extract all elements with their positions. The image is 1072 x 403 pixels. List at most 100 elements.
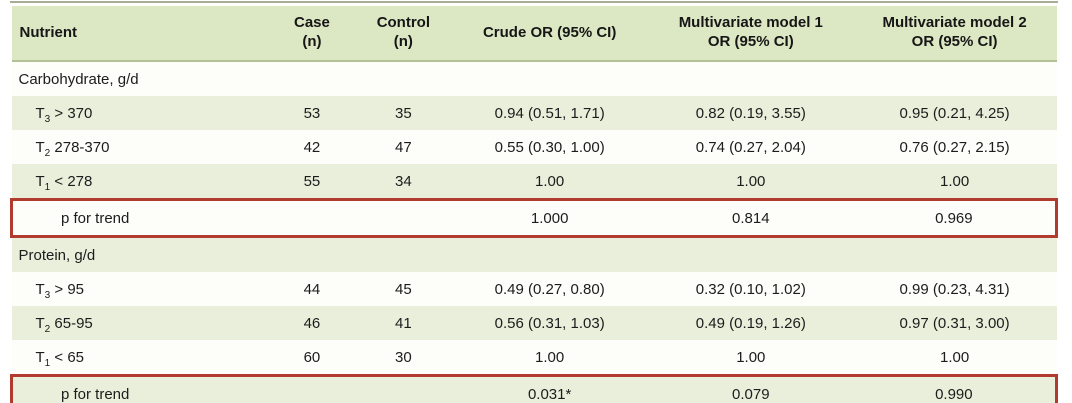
nutrient-label-subscript: 1 [44,181,51,193]
table-top-rule [10,1,1058,3]
nutrient-cell: p for trend [9,374,268,403]
control-n-cell: 30 [356,340,451,376]
nutrient-label-main: p for trend [61,209,130,227]
nutrient-label-rest: > 95 [50,280,85,298]
nutrient-label-rest: > 370 [50,104,93,122]
table-row: T2 65-95 46 41 0.56 (0.31, 1.03) 0.49 (0… [11,306,1057,340]
odds-ratio-table: Nutrient Case (n) Control (n) Crude OR (… [9,6,1058,403]
col-header-control: Control (n) [356,6,451,62]
table-row: p for trend 1.000 0.814 0.969 [9,198,1058,238]
nutrient-label-main: Protein, g/d [18,246,96,264]
nutrient-cell: T2 65-95 [11,306,268,340]
model1-or-cell: 0.74 (0.27, 2.04) [648,130,853,164]
col-header-nutrient-label: Nutrient [19,23,78,41]
crude-or-cell: 1.00 [450,164,649,200]
model1-or-cell [648,236,853,272]
nutrient-label-main: T [35,348,45,366]
crude-or-cell [450,236,649,272]
case-n-cell [267,236,357,272]
nutrient-cell: T3 > 95 [11,272,268,306]
nutrient-cell: T2 278-370 [11,130,268,164]
nutrient-label-main: T [35,280,45,298]
case-n-cell: 42 [267,130,357,164]
nutrient-cell: T1 < 65 [11,340,268,376]
col-header-case-line1: Case [293,14,330,32]
nutrient-label-main: T [35,104,45,122]
crude-or-cell: 0.031* [450,374,649,403]
model1-or-cell [648,61,853,96]
crude-or-cell [450,61,649,96]
nutrient-label-subscript: 2 [44,323,51,335]
table-row: T2 278-370 42 47 0.55 (0.30, 1.00) 0.74 … [11,130,1057,164]
col-header-case: Case (n) [267,6,357,62]
crude-or-cell: 0.55 (0.30, 1.00) [450,130,649,164]
table-row: T3 > 95 44 45 0.49 (0.27, 0.80) 0.32 (0.… [11,272,1057,306]
control-n-cell [356,61,451,96]
nutrient-label-main: T [35,138,45,156]
table-row: T1 < 278 55 34 1.00 1.00 1.00 [11,164,1057,200]
model2-or-cell: 0.95 (0.21, 4.25) [852,96,1057,130]
model2-or-cell: 1.00 [852,164,1057,200]
col-header-crude-or: Crude OR (95% CI) [450,6,649,62]
nutrient-cell: Carbohydrate, g/d [11,61,268,96]
model2-or-cell [852,61,1057,96]
model1-or-cell: 0.814 [648,198,853,238]
crude-or-cell: 1.000 [450,198,649,238]
model1-or-cell: 0.32 (0.10, 1.02) [648,272,853,306]
crude-or-cell: 1.00 [450,340,649,376]
nutrient-label-subscript: 3 [44,113,51,125]
crude-or-cell: 0.49 (0.27, 0.80) [450,272,649,306]
control-n-cell: 34 [356,164,451,200]
model2-or-cell: 0.97 (0.31, 3.00) [852,306,1057,340]
control-n-cell: 45 [356,272,451,306]
case-n-cell [267,198,357,238]
nutrient-label-rest: 65-95 [50,314,93,332]
col-header-model2-line2: OR (95% CI) [911,33,998,50]
table-row: T1 < 65 60 30 1.00 1.00 1.00 [11,340,1057,376]
col-header-model1-line2: OR (95% CI) [707,33,794,50]
case-n-cell: 46 [267,306,357,340]
control-n-cell [356,236,451,272]
nutrient-label-main: T [35,172,45,190]
col-header-model2-line1: Multivariate model 2 [882,14,1027,32]
nutrient-cell: T1 < 278 [11,164,268,200]
nutrient-label-subscript: 3 [44,289,51,301]
nutrient-label-rest: < 278 [50,172,93,190]
crude-or-cell: 0.94 (0.51, 1.71) [450,96,649,130]
control-n-cell: 35 [356,96,451,130]
case-n-cell: 60 [267,340,357,376]
model1-or-cell: 0.82 (0.19, 3.55) [648,96,853,130]
nutrient-label-main: T [35,314,45,332]
nutrient-cell: T3 > 370 [11,96,268,130]
col-header-control-line2: (n) [393,33,413,50]
model1-or-cell: 0.079 [648,374,853,403]
table-row: p for trend 0.031* 0.079 0.990 [9,374,1058,403]
control-n-cell: 41 [356,306,451,340]
control-n-cell: 47 [356,130,451,164]
model2-or-cell: 0.76 (0.27, 2.15) [852,130,1057,164]
col-header-model2: Multivariate model 2 OR (95% CI) [852,6,1057,62]
col-header-control-line1: Control [376,14,431,32]
col-header-case-line2: (n) [302,33,322,50]
header-row: Nutrient Case (n) Control (n) Crude OR (… [11,6,1057,62]
crude-or-cell: 0.56 (0.31, 1.03) [450,306,649,340]
case-n-cell: 55 [267,164,357,200]
nutrient-label-subscript: 1 [44,357,51,369]
case-n-cell: 44 [267,272,357,306]
table-body: Carbohydrate, g/d T3 > 370 53 35 0.94 (0… [9,61,1058,403]
nutrient-cell: p for trend [9,198,268,238]
nutrient-label-subscript: 2 [44,147,51,159]
table-row: Protein, g/d [11,236,1057,272]
nutrient-label-main: Carbohydrate, g/d [18,70,139,88]
table-header: Nutrient Case (n) Control (n) Crude OR (… [11,6,1057,62]
case-n-cell [267,61,357,96]
model1-or-cell: 1.00 [648,340,853,376]
control-n-cell [356,198,451,238]
model1-or-cell: 1.00 [648,164,853,200]
case-n-cell: 53 [267,96,357,130]
nutrient-label-rest: 278-370 [50,138,110,156]
model2-or-cell: 1.00 [852,340,1057,376]
table-row: Carbohydrate, g/d [11,61,1057,96]
col-header-model1-line1: Multivariate model 1 [678,14,823,32]
